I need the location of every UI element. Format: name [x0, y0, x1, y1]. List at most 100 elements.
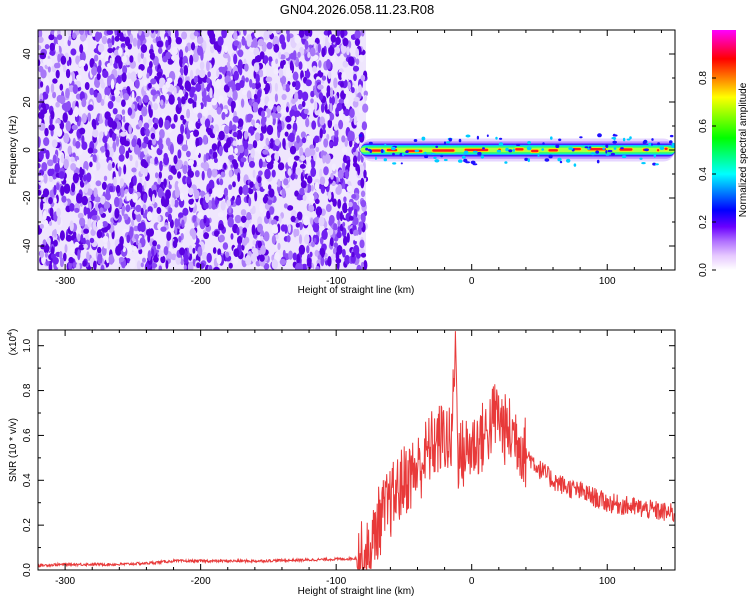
- noise-speckle: [237, 49, 244, 58]
- noise-speckle: [77, 212, 84, 219]
- noise-speckle: [125, 204, 131, 213]
- noise-speckle: [233, 161, 239, 170]
- noise-speckle: [319, 37, 323, 44]
- noise-speckle: [348, 215, 354, 221]
- noise-speckle: [330, 87, 334, 98]
- noise-speckle: [218, 130, 225, 141]
- noise-speckle: [345, 116, 350, 123]
- colorbar-tick-label: 0.6: [698, 119, 709, 133]
- snr-frame: [37, 329, 676, 571]
- noise-speckle: [138, 248, 143, 255]
- noise-speckle: [298, 103, 303, 110]
- noise-speckle: [167, 174, 173, 181]
- noise-speckle: [318, 216, 325, 227]
- noise-speckle: [51, 30, 55, 35]
- noise-speckle: [155, 172, 159, 179]
- noise-speckle: [183, 264, 187, 270]
- noise-speckle: [259, 202, 264, 213]
- noise-speckle: [184, 45, 189, 53]
- noise-speckle: [79, 127, 86, 135]
- noise-speckle: [44, 44, 50, 50]
- noise-speckle: [262, 195, 269, 204]
- noise-speckle: [321, 47, 326, 58]
- noise-speckle: [200, 81, 205, 92]
- noise-speckle: [337, 183, 342, 193]
- noise-speckle: [108, 146, 114, 158]
- noise-speckle: [355, 137, 360, 145]
- noise-speckle: [197, 46, 203, 56]
- noise-speckle: [298, 234, 303, 245]
- noise-speckle: [254, 122, 260, 129]
- band-speckle: [499, 137, 503, 140]
- noise-speckle: [44, 252, 48, 258]
- noise-speckle: [58, 171, 65, 179]
- noise-speckle: [304, 40, 309, 50]
- noise-speckle: [278, 68, 284, 78]
- noise-speckle: [285, 142, 289, 150]
- noise-speckle: [275, 30, 281, 34]
- noise-speckle: [328, 45, 335, 56]
- noise-speckle: [278, 215, 282, 224]
- noise-speckle: [174, 225, 178, 236]
- noise-speckle: [145, 128, 151, 137]
- noise-speckle: [153, 103, 159, 111]
- noise-speckle: [227, 81, 234, 88]
- noise-speckle: [172, 240, 178, 249]
- band-speckle: [644, 148, 649, 152]
- band-speckle: [650, 143, 654, 146]
- noise-speckle: [102, 70, 109, 78]
- y-tick-label: 1.0: [22, 338, 33, 352]
- noise-speckle: [83, 243, 88, 249]
- noise-speckle: [211, 97, 218, 106]
- noise-speckle: [171, 46, 178, 56]
- noise-speckle: [287, 156, 294, 167]
- noise-speckle: [97, 246, 102, 254]
- noise-speckle: [188, 198, 194, 205]
- noise-speckle: [97, 43, 105, 53]
- noise-speckle: [39, 109, 45, 120]
- noise-speckle: [121, 55, 128, 64]
- noise-speckle: [83, 228, 89, 234]
- band-speckle: [515, 143, 521, 146]
- noise-speckle: [277, 162, 285, 171]
- y-tick-label: -20: [22, 190, 33, 205]
- noise-speckle: [45, 149, 50, 160]
- band-speckle: [482, 147, 485, 150]
- noise-speckle: [243, 140, 249, 150]
- noise-speckle: [148, 187, 152, 198]
- noise-speckle: [230, 30, 235, 34]
- noise-speckle: [301, 137, 307, 144]
- noise-speckle: [159, 77, 166, 86]
- noise-speckle: [265, 82, 271, 93]
- noise-speckle: [304, 147, 311, 158]
- noise-speckle: [59, 95, 66, 105]
- noise-speckle: [181, 38, 187, 48]
- noise-speckle: [232, 124, 237, 132]
- band-speckle: [486, 134, 489, 137]
- noise-speckle: [228, 184, 233, 190]
- noise-speckle: [330, 253, 337, 261]
- noise-speckle: [347, 31, 351, 40]
- noise-speckle: [178, 97, 182, 108]
- band-speckle: [458, 159, 463, 163]
- noise-speckle: [252, 205, 256, 214]
- band-speckle: [654, 163, 659, 166]
- noise-speckle: [217, 36, 224, 46]
- noise-speckle: [126, 192, 131, 202]
- noise-speckle: [208, 264, 213, 270]
- noise-speckle: [259, 132, 264, 142]
- band-speckle: [622, 137, 626, 142]
- noise-speckle: [47, 181, 53, 191]
- noise-speckle: [93, 54, 99, 62]
- noise-speckle: [268, 56, 273, 62]
- noise-speckle: [165, 93, 169, 101]
- noise-speckle: [160, 196, 166, 207]
- noise-speckle: [140, 159, 147, 167]
- noise-speckle: [65, 88, 70, 99]
- noise-speckle: [98, 59, 102, 68]
- noise-speckle: [54, 43, 59, 53]
- noise-speckle: [57, 215, 61, 226]
- band-speckle: [588, 146, 592, 149]
- noise-speckle: [134, 233, 140, 240]
- noise-speckle: [59, 230, 65, 241]
